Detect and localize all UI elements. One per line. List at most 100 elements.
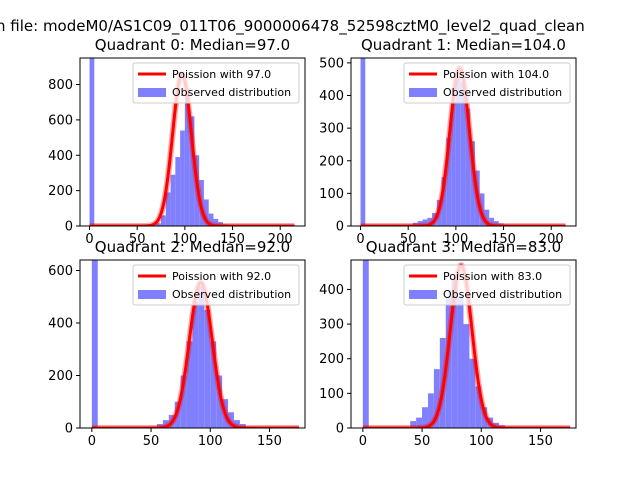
y-tick-label: 400 <box>48 149 73 164</box>
x-tick-label: 50 <box>129 232 146 247</box>
figure-suptitle: n file: modeM0/AS1C09_011T06_9000006478_… <box>0 17 585 36</box>
x-tick-label: 200 <box>268 232 293 247</box>
x-tick-label: 100 <box>172 232 197 247</box>
quadrant-1-legend: Poission with 104.0 Observed distribution <box>403 62 571 104</box>
x-tick-label: 150 <box>491 232 516 247</box>
histogram-bar <box>494 221 499 226</box>
histogram-bar <box>218 222 224 226</box>
histogram-bar <box>161 215 166 226</box>
y-tick-label: 300 <box>319 122 344 137</box>
y-tick-label: 200 <box>319 154 344 169</box>
histogram-bar <box>479 193 485 226</box>
legend-bar-swatch <box>138 290 166 299</box>
quadrant-2-title: Quadrant 2: Median=92.0 <box>95 238 290 256</box>
quadrant-0-chart: 0 50 100 150 200 0 200 400 600 800 Quadrant 0: Med… <box>48 36 306 247</box>
histogram-bar <box>433 369 440 428</box>
histogram-bar <box>203 199 209 226</box>
y-tick-label: 400 <box>319 283 344 298</box>
y-tick-label: 0 <box>336 220 344 235</box>
histogram-bar <box>481 407 488 428</box>
legend-box <box>132 264 300 306</box>
histogram-bar <box>441 177 447 226</box>
histogram-bar <box>89 58 95 226</box>
histogram-bar <box>239 424 246 428</box>
quadrant-3-legend: Poission with 83.0 Observed distribution <box>403 264 571 306</box>
histogram-bar <box>446 137 452 226</box>
histogram-bar <box>162 420 169 428</box>
legend-entry-poisson: Poission with 92.0 <box>172 270 271 283</box>
histogram-bar <box>422 219 428 226</box>
histogram-bar <box>451 102 456 226</box>
histogram-bar <box>493 422 500 428</box>
histogram-bar <box>208 213 214 226</box>
histogram-bar <box>156 424 163 428</box>
histogram-bar <box>186 341 193 428</box>
histogram-bar <box>204 309 211 428</box>
x-tick-label: 200 <box>539 232 564 247</box>
histogram-bar <box>469 358 476 428</box>
histogram-bar <box>156 223 162 226</box>
y-tick-label: 400 <box>48 317 73 332</box>
y-tick-label: 0 <box>65 422 73 437</box>
x-tick-label: 100 <box>443 232 468 247</box>
histogram-bar <box>165 192 171 226</box>
quadrant-3-axes-frame <box>350 259 577 429</box>
histogram-bar <box>484 209 490 226</box>
histogram-bar <box>410 421 417 428</box>
histogram-bar <box>445 296 452 428</box>
legend-entry-observed: Observed distribution <box>172 86 291 99</box>
legend-bar-swatch <box>409 88 437 97</box>
x-tick-label: 100 <box>198 434 223 449</box>
quadrant-2-axes-frame <box>79 259 306 429</box>
subplot-grid: 0 50 100 150 200 0 200 400 600 800 Quadrant 0: Med… <box>48 36 577 449</box>
histogram-bar <box>460 82 466 226</box>
quadrant-3-title: Quadrant 3: Median=83.0 <box>366 238 561 256</box>
legend-entry-observed: Observed distribution <box>443 86 562 99</box>
legend-entry-observed: Observed distribution <box>443 288 562 301</box>
histogram-bar <box>360 58 366 226</box>
histogram-bar <box>180 130 185 226</box>
legend-entry-poisson: Poission with 104.0 <box>443 68 549 81</box>
histogram-bar <box>455 75 461 226</box>
histogram-bar <box>216 375 223 428</box>
y-tick-label: 800 <box>48 78 73 93</box>
x-tick-label: 150 <box>257 434 282 449</box>
y-tick-label: 200 <box>48 184 73 199</box>
y-tick-label: 300 <box>319 318 344 333</box>
y-tick-label: 100 <box>319 187 344 202</box>
y-tick-label: 200 <box>48 369 73 384</box>
histogram-bar <box>170 174 176 226</box>
legend-box <box>132 62 300 104</box>
histogram-bar <box>192 302 199 428</box>
quadrant-0-axes-frame <box>79 57 306 227</box>
quadrant-0-title: Quadrant 0: Median=97.0 <box>95 36 290 54</box>
quadrant-3-chart: 0 50 100 150 0 100 200 300 400 Quadrant 3: Median… <box>319 238 577 449</box>
x-tick-label: 0 <box>356 232 364 247</box>
y-tick-label: 600 <box>48 264 73 279</box>
x-tick-label: 50 <box>400 232 417 247</box>
histogram-bar <box>451 279 458 428</box>
histogram-bar <box>180 375 187 428</box>
y-tick-label: 200 <box>319 352 344 367</box>
x-tick-label: 0 <box>359 434 367 449</box>
histogram-bar <box>463 324 470 428</box>
legend-bar-swatch <box>138 88 166 97</box>
histogram-bar <box>489 217 495 226</box>
histogram-bar <box>427 217 433 226</box>
histogram-bar <box>422 407 428 428</box>
histogram-bar <box>417 221 423 226</box>
histogram-bar <box>198 286 205 428</box>
quadrant-2-legend: Poission with 92.0 Observed distribution <box>132 264 300 306</box>
quadrant-1-chart: 0 50 100 150 200 0 100 200 300 400 500 Quadrant 1: … <box>319 36 577 247</box>
histogram-bar <box>465 108 471 226</box>
histogram-bar <box>457 296 464 428</box>
y-tick-label: 500 <box>319 56 344 71</box>
x-tick-label: 0 <box>88 434 96 449</box>
histogram-bar <box>91 260 98 428</box>
quadrant-1-axes-frame <box>350 57 577 227</box>
quadrant-0-plot-area <box>87 58 298 226</box>
histogram-bar <box>184 88 190 226</box>
y-tick-label: 0 <box>336 422 344 437</box>
quadrant-0-legend: Poission with 97.0 Observed distribution <box>132 62 300 104</box>
